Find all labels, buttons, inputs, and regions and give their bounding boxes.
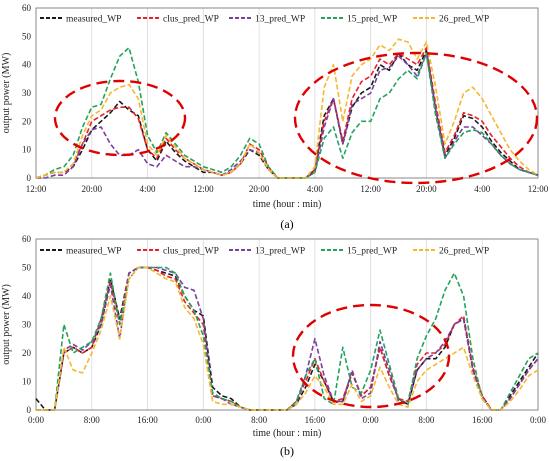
highlight-ellipse: [291, 303, 451, 409]
highlight-ellipse: [293, 51, 539, 185]
y-tick-label: 50: [22, 31, 32, 41]
y-tick-label: 10: [22, 377, 32, 387]
y-tick-label: 0: [27, 173, 32, 183]
legend-label: measured_WP: [66, 15, 121, 25]
x-tick-label: 8:00: [251, 415, 268, 425]
y-tick-label: 20: [22, 348, 32, 358]
x-tick-label: 0:00: [28, 415, 45, 425]
legend-label: 15_pred_WP: [347, 247, 397, 257]
x-tick-label: 4:00: [307, 184, 324, 194]
x-tick-label: 12:00: [528, 184, 549, 194]
panel-label: (b): [280, 444, 294, 458]
legend-label: 15_pred_WP: [347, 15, 397, 25]
series-line-26-pred-wp: [36, 266, 539, 411]
y-tick-label: 0: [27, 405, 32, 415]
x-axis-title: time (hour : min): [253, 428, 322, 439]
y-axis-title: output power (MW): [1, 284, 12, 365]
x-tick-label: 20:00: [416, 184, 437, 194]
x-tick-label: 8:00: [84, 415, 101, 425]
x-tick-label: 0:00: [363, 415, 380, 425]
x-tick-label: 8:00: [418, 415, 435, 425]
legend-label: clus_pred_WP: [163, 15, 219, 25]
series-line-measured-wp: [35, 49, 539, 179]
x-tick-label: 0:00: [530, 415, 547, 425]
x-tick-label: 12:00: [360, 184, 381, 194]
y-tick-label: 60: [22, 3, 32, 13]
x-tick-label: 16:00: [472, 415, 493, 425]
y-tick-label: 60: [22, 234, 32, 244]
highlight-ellipse: [53, 79, 187, 157]
legend-label: measured_WP: [66, 247, 121, 257]
y-tick-label: 30: [22, 88, 32, 98]
series-line-clus-pred-wp: [36, 266, 539, 411]
series-line-26-pred-wp: [35, 38, 539, 179]
chart-panel-b: 0:00 8:00 16:00 0:00 8:00 16:00 0:00 8:00 16:00 0…: [1, 234, 546, 458]
y-tick-label: 50: [22, 263, 32, 273]
plot-frame: [35, 238, 539, 411]
x-tick-label: 4:00: [474, 184, 491, 194]
y-tick-label: 40: [22, 60, 32, 70]
x-tick-label: 16:00: [137, 415, 158, 425]
legend-label: clus_pred_WP: [163, 247, 219, 257]
series-line-15-pred-wp: [36, 266, 539, 411]
x-axis-title: time (hour : min): [253, 199, 322, 210]
x-tick-label: 12:00: [193, 184, 214, 194]
legend-label: 13_pred_WP: [255, 247, 305, 257]
panel-label: (a): [280, 217, 293, 231]
legend-label: 13_pred_WP: [255, 15, 305, 25]
chart-panel-a: 12:00 20:00 4:00 12:00 20:00 4:00 12:00 20:00 4:…: [1, 3, 549, 231]
x-tick-label: 20:00: [249, 184, 270, 194]
y-tick-label: 20: [22, 116, 32, 126]
legend-label: 26_pred_WP: [439, 15, 489, 25]
x-tick-label: 12:00: [26, 184, 47, 194]
legend-label: 26_pred_WP: [439, 247, 489, 257]
x-tick-label: 20:00: [82, 184, 103, 194]
y-tick-label: 10: [22, 145, 32, 155]
x-tick-label: 0:00: [195, 415, 212, 425]
y-axis-title: output power (MW): [1, 53, 12, 134]
y-tick-label: 40: [22, 291, 32, 301]
x-tick-label: 4:00: [140, 184, 157, 194]
y-tick-label: 30: [22, 320, 32, 330]
series-line-15-pred-wp: [35, 46, 539, 179]
x-tick-label: 16:00: [305, 415, 326, 425]
